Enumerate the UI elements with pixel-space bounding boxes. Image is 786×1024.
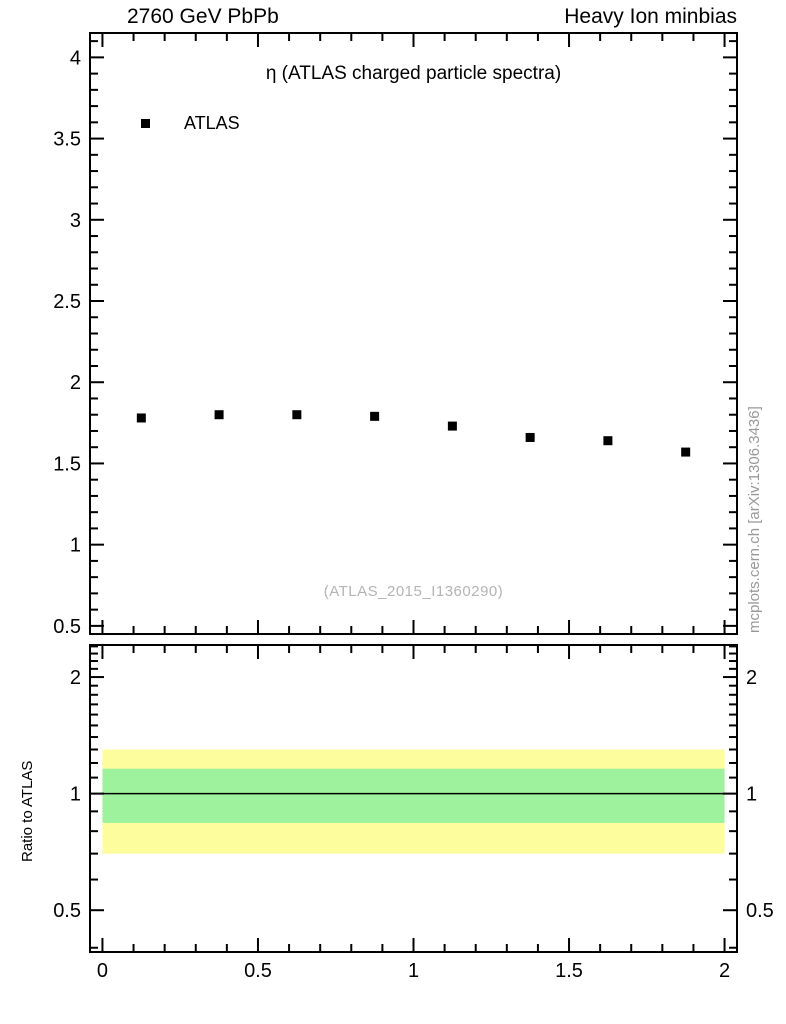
ratio-y-axis-label: Ratio to ATLAS (19, 760, 36, 862)
header-process-label: Heavy Ion minbias (564, 5, 737, 28)
main-ytick-label: 3.5 (53, 129, 81, 151)
xtick-label: 1 (408, 960, 419, 982)
ratio-ytick-label-left: 1 (70, 784, 81, 806)
data-point (447, 421, 457, 431)
main-ytick-label: 3 (70, 210, 81, 232)
xtick-label: 0.5 (244, 960, 272, 982)
main-ytick-label: 4 (70, 47, 81, 69)
analysis-watermark: (ATLAS_2015_I1360290) (323, 583, 504, 600)
xtick-label: 1.5 (555, 960, 583, 982)
legend: ATLAS (141, 113, 240, 134)
ratio-ytick-label-right: 2 (746, 667, 757, 689)
side-credit-label: mcplots.cern.ch [arXiv:1306.3436] (746, 406, 763, 633)
data-point (214, 410, 224, 420)
inner-uncertainty-band (102, 768, 725, 823)
main-ytick-label: 2.5 (53, 291, 81, 313)
ratio-ytick-label-right: 1 (746, 784, 757, 806)
ratio-ytick-label-left: 0.5 (53, 900, 81, 922)
ratio-ytick-label-left: 2 (70, 667, 81, 689)
xtick-label: 0 (97, 960, 108, 982)
xtick-label: 2 (719, 960, 730, 982)
main-ytick-label: 1.5 (53, 453, 81, 475)
data-point (525, 432, 535, 442)
main-ytick-label: 2 (70, 372, 81, 394)
header-beam-label: 2760 GeV PbPb (127, 5, 279, 28)
plot-title: η (ATLAS charged particle spectra) (265, 63, 562, 84)
legend-marker-filled-square-icon (141, 119, 150, 128)
data-point (681, 447, 691, 457)
main-ytick-label: 0.5 (53, 616, 81, 638)
data-point (370, 411, 380, 421)
legend-label: ATLAS (184, 113, 240, 133)
ratio-ytick-label-right: 0.5 (746, 900, 774, 922)
data-point (136, 413, 146, 423)
main-ytick-label: 1 (70, 535, 81, 557)
data-point (292, 410, 302, 420)
data-point (603, 436, 613, 446)
